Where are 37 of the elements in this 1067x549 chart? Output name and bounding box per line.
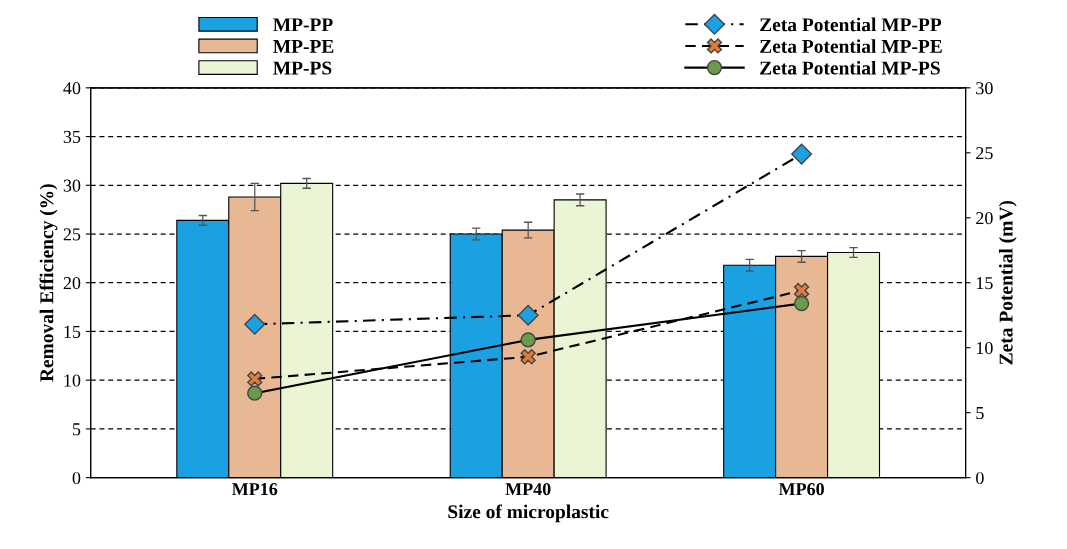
legend-label: Zeta Potential MP-PE (760, 39, 942, 53)
point (244, 313, 266, 335)
x-axis-title: Size of microplastic (448, 504, 609, 523)
y-axis-title: Removal Efficiency (%) (39, 184, 58, 382)
y2-axis-title: Zeta Potential (mV) (998, 200, 1017, 365)
y-tick-label: 20 (63, 276, 81, 290)
legend-label: MP-PP (273, 18, 333, 32)
point (520, 332, 536, 348)
y2-tick-label: 15 (976, 277, 993, 290)
y2-tick-label: 10 (976, 341, 993, 355)
y2-tick-label: 30 (976, 82, 993, 95)
point (247, 371, 263, 387)
y2-tick-label: 20 (976, 212, 993, 225)
y-tick-label: 0 (72, 471, 81, 485)
y-tick-label: 35 (63, 130, 81, 144)
legend-label: Zeta Potential MP-PP (760, 17, 942, 32)
y2-tick-label: 25 (976, 147, 993, 160)
y-tick-label: 10 (64, 374, 81, 387)
x-tick-label: MP16 (231, 483, 278, 496)
y-tick-label: 40 (63, 82, 81, 95)
y-tick-label: 30 (63, 179, 81, 192)
point (791, 143, 813, 165)
x-tick-label: MP60 (778, 483, 824, 496)
point (520, 349, 536, 365)
legend-label: MP-PS (273, 61, 332, 75)
legend-label: MP-PE (273, 40, 334, 53)
y-tick-label: 15 (64, 325, 81, 338)
point (247, 385, 263, 401)
x-tick-label: MP40 (505, 483, 551, 496)
legend-label: Zeta Potential MP-PS (760, 60, 940, 75)
point (793, 295, 810, 312)
point (793, 282, 810, 299)
point (517, 304, 539, 326)
y-tick-label: 25 (63, 228, 81, 241)
y2-tick-label: 5 (976, 407, 984, 420)
y2-tick-label: 0 (976, 471, 984, 485)
y-tick-label: 5 (72, 423, 81, 436)
